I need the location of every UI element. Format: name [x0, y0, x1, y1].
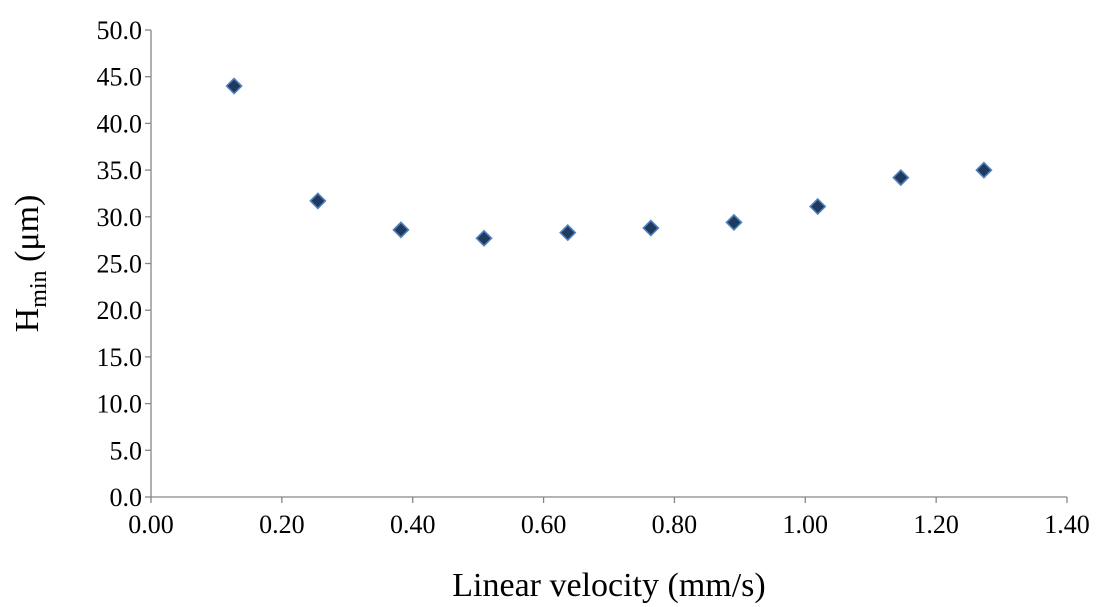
y-axis-title-suffix: (μm) — [9, 195, 46, 271]
y-tick-label: 5.0 — [110, 436, 143, 465]
y-tick-label: 40.0 — [97, 109, 143, 138]
y-tick-label: 15.0 — [97, 343, 143, 372]
y-tick-label: 45.0 — [97, 63, 143, 92]
y-tick-label: 0.0 — [110, 483, 143, 512]
y-axis-ticks: 0.0 5.0 10.0 15.0 20.0 25.0 30.0 35.0 40.0 45.0 50… — [97, 16, 151, 512]
x-tick-label: 0.60 — [521, 510, 567, 539]
x-tick-label: 0.20 — [259, 510, 305, 539]
data-point — [309, 192, 327, 210]
x-tick-label: 0.00 — [128, 510, 174, 539]
y-tick-label: 30.0 — [97, 203, 143, 232]
y-tick-label: 50.0 — [97, 16, 143, 45]
y-axis-title-subscript: min — [26, 270, 52, 307]
data-point — [642, 219, 660, 237]
y-tick-label: 20.0 — [97, 296, 143, 325]
x-tick-label: 1.40 — [1044, 510, 1090, 539]
x-tick-label: 1.00 — [783, 510, 829, 539]
x-axis-ticks: 0.00 0.20 0.40 0.60 0.80 1.00 1.20 1.40 — [128, 497, 1090, 539]
y-tick-label: 25.0 — [97, 250, 143, 279]
x-tick-label: 1.20 — [913, 510, 959, 539]
x-tick-label: 0.40 — [390, 510, 436, 539]
y-axis-title: Hmin (μm) — [9, 195, 52, 333]
y-tick-label: 35.0 — [97, 156, 143, 185]
y-axis-title-main: H — [9, 308, 46, 333]
data-points — [225, 77, 993, 247]
data-point — [559, 224, 577, 242]
x-axis-title: Linear velocity (mm/s) — [452, 567, 765, 604]
y-tick-label: 10.0 — [97, 390, 143, 419]
data-point — [809, 197, 827, 216]
data-point — [392, 221, 410, 239]
data-point — [725, 213, 743, 232]
data-point — [892, 168, 910, 187]
data-point — [475, 229, 493, 247]
x-tick-label: 0.80 — [652, 510, 698, 539]
data-point — [225, 77, 243, 95]
data-point — [975, 161, 993, 179]
